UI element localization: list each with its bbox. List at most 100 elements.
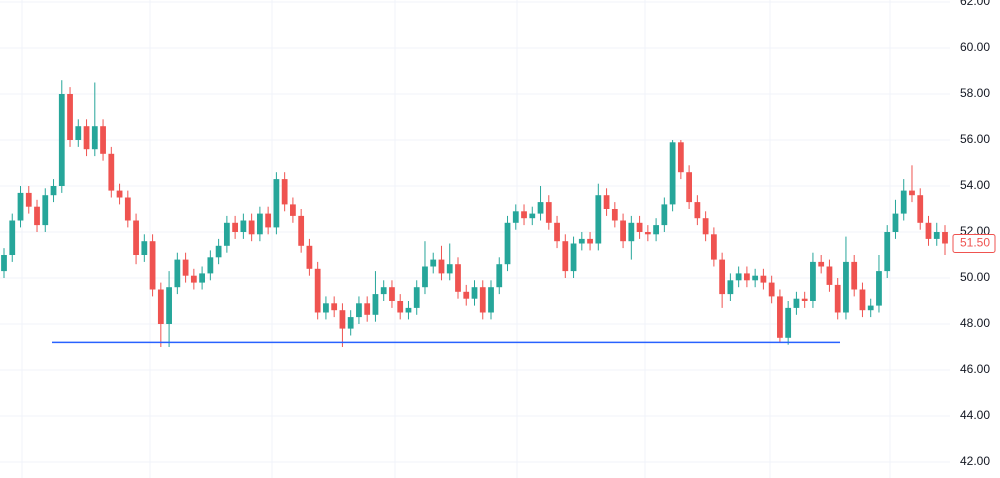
candle-body bbox=[438, 259, 445, 274]
candle-body bbox=[834, 284, 841, 313]
candle-body bbox=[306, 245, 313, 269]
candle-body bbox=[826, 266, 833, 285]
candle-body bbox=[570, 243, 577, 272]
candle-body bbox=[686, 172, 693, 203]
candle-body bbox=[182, 259, 189, 276]
candle-body bbox=[34, 206, 40, 226]
candle-body bbox=[529, 213, 536, 219]
candle-body bbox=[702, 218, 709, 235]
candle-body bbox=[25, 192, 32, 207]
candle-body bbox=[9, 220, 16, 255]
candle-body bbox=[752, 275, 759, 281]
y-tick-label: 46.00 bbox=[960, 362, 990, 376]
candle-body bbox=[413, 287, 420, 308]
candle-body bbox=[785, 307, 792, 338]
candle-body bbox=[50, 186, 57, 196]
candle-body bbox=[422, 266, 428, 288]
candle-body bbox=[933, 232, 940, 239]
candle-body bbox=[620, 220, 626, 242]
candle-body bbox=[562, 241, 569, 272]
candle-body bbox=[496, 264, 503, 288]
candle-body bbox=[479, 287, 486, 313]
candle-body bbox=[389, 287, 395, 301]
candle-body bbox=[356, 303, 362, 318]
candle-body bbox=[488, 287, 494, 313]
candle-body bbox=[232, 222, 239, 232]
candle-body bbox=[876, 271, 882, 306]
candle-body bbox=[149, 241, 156, 290]
candle-body bbox=[653, 225, 659, 235]
candle-body bbox=[818, 261, 825, 267]
candle-body bbox=[810, 261, 816, 301]
candle-body bbox=[628, 222, 635, 242]
candle-body bbox=[504, 222, 511, 265]
candle-body bbox=[273, 179, 280, 228]
candle-body bbox=[537, 202, 544, 214]
candle-body bbox=[521, 211, 527, 219]
y-tick-label: 60.00 bbox=[960, 40, 990, 54]
y-tick-label: 50.00 bbox=[960, 270, 990, 284]
candle-body bbox=[471, 287, 478, 299]
candle-body bbox=[100, 126, 106, 154]
candle-body bbox=[281, 179, 288, 205]
candle-body bbox=[190, 275, 197, 283]
y-tick-label: 42.00 bbox=[960, 454, 990, 468]
candle-body bbox=[372, 294, 379, 315]
candle-body bbox=[256, 213, 263, 235]
candle-body bbox=[405, 307, 412, 313]
candle-body bbox=[240, 220, 247, 232]
candle-body bbox=[58, 94, 65, 186]
candle-body bbox=[1, 255, 7, 272]
candle-body bbox=[133, 220, 139, 255]
candle-body bbox=[91, 126, 98, 150]
candle-body bbox=[554, 222, 560, 242]
candle-body bbox=[265, 213, 272, 228]
candle-body bbox=[595, 195, 602, 244]
candle-body bbox=[380, 287, 387, 295]
candle-body bbox=[768, 282, 775, 297]
candle-body bbox=[677, 142, 684, 173]
candle-body bbox=[644, 232, 651, 235]
candle-body bbox=[917, 195, 924, 223]
candle-body bbox=[777, 296, 783, 338]
candle-body bbox=[199, 273, 205, 283]
candle-body bbox=[661, 204, 668, 226]
candle-body bbox=[116, 190, 123, 198]
candle-body bbox=[884, 232, 891, 272]
candle-body bbox=[603, 195, 610, 209]
candle-body bbox=[248, 220, 255, 235]
candle-body bbox=[430, 259, 437, 267]
candle-body bbox=[578, 238, 585, 244]
candle-body bbox=[323, 303, 329, 313]
candle-body bbox=[298, 215, 305, 246]
candle-body bbox=[867, 305, 874, 311]
candle-body bbox=[727, 280, 734, 295]
candle-body bbox=[636, 222, 643, 232]
y-tick-label: 44.00 bbox=[960, 408, 990, 422]
candle-body bbox=[512, 211, 519, 223]
candle-body bbox=[719, 259, 726, 295]
candle-body bbox=[793, 298, 800, 308]
candle-body bbox=[223, 222, 230, 246]
y-tick-label: 48.00 bbox=[960, 316, 990, 330]
candle-body bbox=[207, 257, 214, 274]
candle-body bbox=[446, 264, 453, 274]
candle-body bbox=[141, 241, 148, 255]
candle-body bbox=[925, 222, 932, 239]
candle-body bbox=[17, 192, 24, 221]
candle-body bbox=[83, 126, 90, 150]
candle-body bbox=[463, 291, 470, 299]
y-tick-label: 56.00 bbox=[960, 132, 990, 146]
candle-body bbox=[124, 197, 131, 221]
candle-body bbox=[42, 195, 49, 226]
candle-body bbox=[75, 126, 82, 140]
last-price-label: 51.50 bbox=[960, 236, 990, 250]
y-tick-label: 62.00 bbox=[960, 0, 990, 8]
candle-body bbox=[909, 190, 915, 196]
candle-body bbox=[892, 213, 899, 232]
candle-body bbox=[215, 245, 222, 258]
candle-body bbox=[694, 202, 701, 219]
candle-body bbox=[851, 261, 858, 290]
